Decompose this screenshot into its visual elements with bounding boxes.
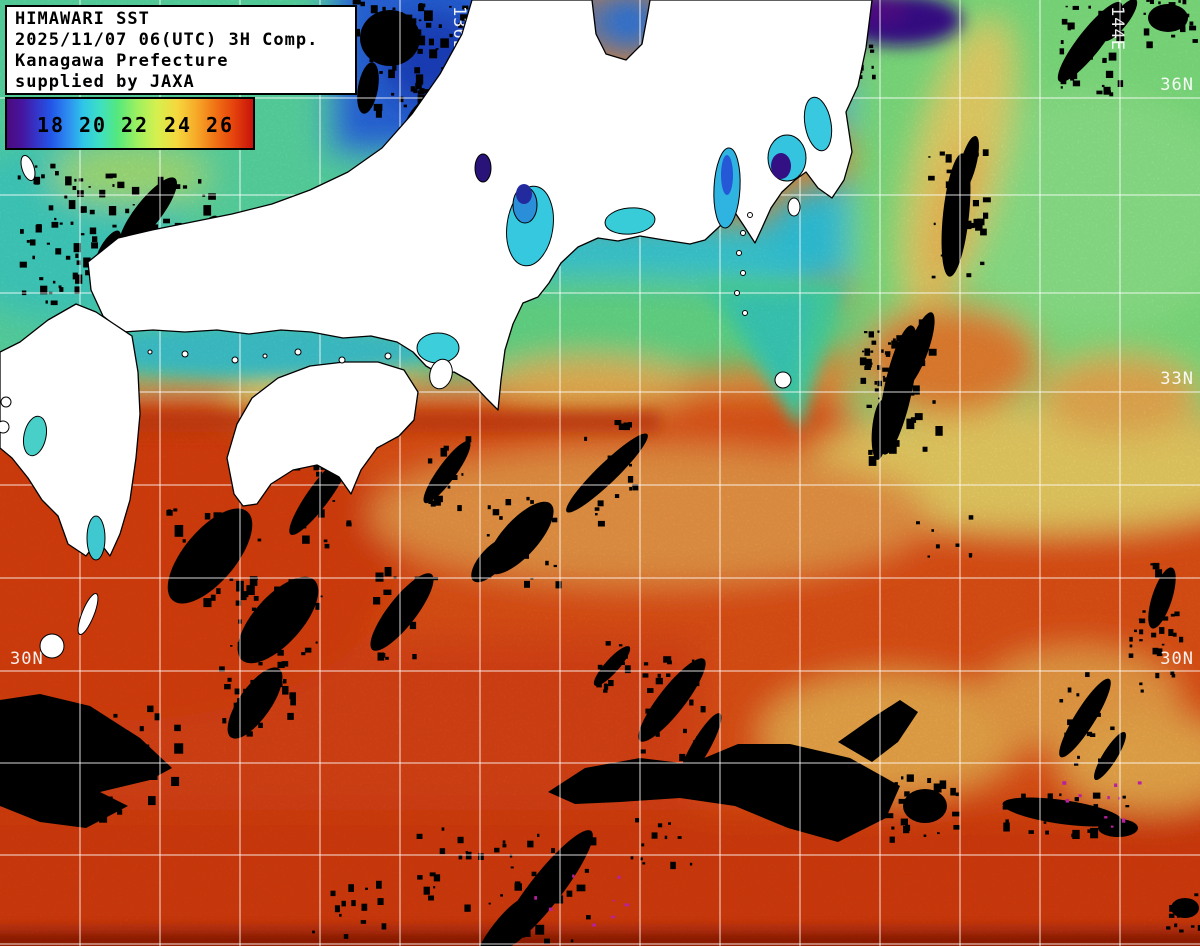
temperature-colorbar: 18 20 22 24 26 xyxy=(5,97,255,150)
coastal-bays xyxy=(22,96,833,561)
map-region: Kanagawa Prefecture xyxy=(15,51,229,71)
colorbar-gradient xyxy=(7,99,253,148)
grid-label-33n: 33N xyxy=(1160,369,1194,389)
colorbar-tick: 18 xyxy=(36,113,66,137)
map-datetime: 2025/11/07 06(UTC) 3H Comp. xyxy=(15,30,319,50)
colorbar-ticks: 18 20 22 24 26 xyxy=(7,99,253,148)
grid-label-30n: 30N xyxy=(1160,649,1194,669)
shikoku-landmass xyxy=(226,361,419,507)
map-credit: supplied by JAXA xyxy=(15,72,195,92)
kyushu-landmass xyxy=(0,303,141,557)
grid-label-30n: 30N xyxy=(10,649,44,669)
map-title: HIMAWARI SST xyxy=(15,9,150,29)
colorbar-tick: 24 xyxy=(163,113,193,137)
grid-label-144e: 144E xyxy=(1107,6,1127,51)
colorbar-tick: 22 xyxy=(120,113,150,137)
title-box: HIMAWARI SST 2025/11/07 06(UTC) 3H Comp.… xyxy=(5,5,357,95)
colorbar-tick: 20 xyxy=(78,113,108,137)
islands xyxy=(0,154,801,659)
colorbar-tick: 26 xyxy=(205,113,235,137)
grid-label-36n: 36N xyxy=(1160,75,1194,95)
land-mass xyxy=(0,0,873,557)
